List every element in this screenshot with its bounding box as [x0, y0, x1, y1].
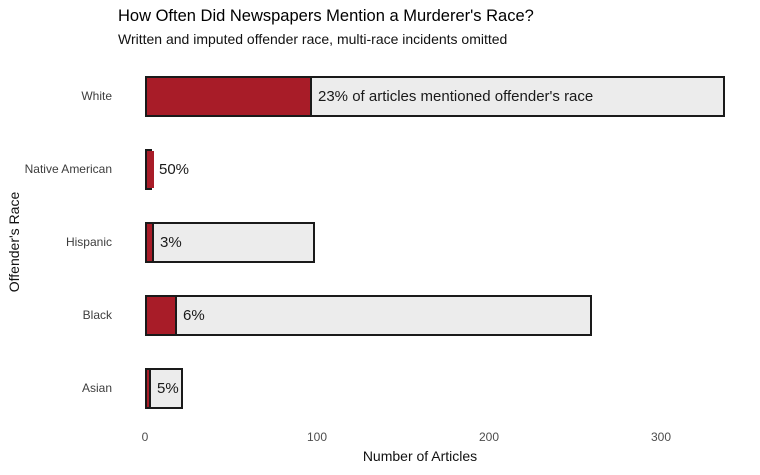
bar-segment-mentioned [147, 224, 154, 261]
x-tick-label: 200 [478, 430, 500, 444]
chart-subtitle: Written and imputed offender race, multi… [118, 31, 508, 47]
bar-hispanic [145, 222, 315, 263]
category-label: Asian [81, 381, 112, 395]
x-axis-title: Number of Articles [362, 448, 478, 464]
bar-black [145, 295, 592, 336]
bar-value-label: 23% of articles mentioned offender's rac… [318, 88, 594, 105]
bar-value-label: 6% [183, 307, 205, 324]
category-label: Hispanic [65, 235, 112, 249]
bar-segment-mentioned [147, 297, 177, 334]
chart-title: How Often Did Newspapers Mention a Murde… [118, 7, 534, 25]
bar-asian [145, 368, 183, 409]
x-tick-label: 100 [306, 430, 328, 444]
x-tick-label: 0 [141, 430, 149, 444]
category-label: Black [82, 308, 112, 322]
bar-value-label: 3% [160, 234, 182, 251]
bar-white [145, 76, 725, 117]
bar-segment-mentioned [147, 370, 151, 407]
category-label: White [81, 89, 112, 103]
bar-segment-mentioned [147, 78, 312, 115]
category-label: Native American [24, 162, 112, 176]
bar-value-label: 5% [157, 380, 179, 397]
x-tick-label: 300 [650, 430, 672, 444]
bar-native-american [145, 149, 154, 190]
bar-segment-mentioned [147, 151, 154, 188]
bar-value-label: 50% [159, 161, 190, 178]
